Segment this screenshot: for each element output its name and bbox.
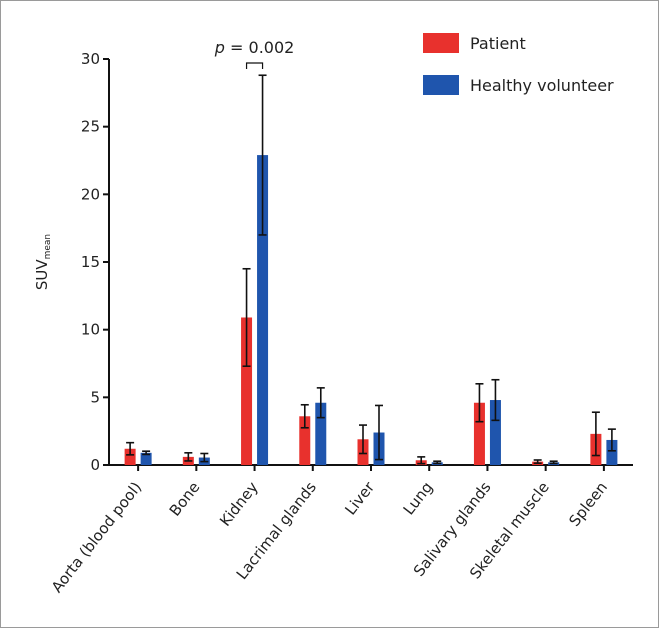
y-tick-label: 10: [81, 321, 100, 339]
bar: [489, 400, 501, 465]
bar: [473, 402, 485, 465]
y-tick-label: 15: [81, 253, 100, 271]
y-tick-label: 30: [81, 50, 100, 68]
bar: [299, 416, 311, 465]
x-category-label: Spleen: [565, 478, 611, 529]
bar: [140, 452, 152, 465]
x-category-label: Kidney: [216, 478, 262, 529]
bar: [315, 402, 327, 465]
x-category-label: Lung: [400, 478, 437, 518]
legend-label: Healthy volunteer: [470, 76, 614, 95]
significance-label: p = 0.002: [214, 38, 295, 57]
y-axis-label-main: SUV: [33, 259, 51, 291]
significance-p: p: [214, 38, 225, 57]
legend-swatch: [423, 75, 459, 95]
y-tick-label: 25: [81, 118, 100, 136]
legend-label: Patient: [470, 34, 526, 53]
bar: [124, 448, 136, 465]
x-category-label: Aorta (blood pool): [48, 478, 145, 596]
y-axis-label-sub: mean: [43, 234, 53, 260]
significance-value: = 0.002: [225, 38, 294, 57]
x-category-label: Liver: [341, 478, 378, 519]
bar: [257, 155, 269, 465]
x-category-label: Bone: [166, 478, 204, 519]
bar: [241, 317, 253, 465]
bar: [606, 439, 618, 465]
significance-bracket: [245, 62, 264, 69]
y-axis-label: SUVmean: [33, 234, 53, 290]
legend-swatch: [423, 33, 459, 53]
y-tick-label: 5: [90, 388, 100, 406]
y-tick-label: 20: [81, 185, 100, 203]
y-tick-label: 0: [90, 456, 100, 474]
